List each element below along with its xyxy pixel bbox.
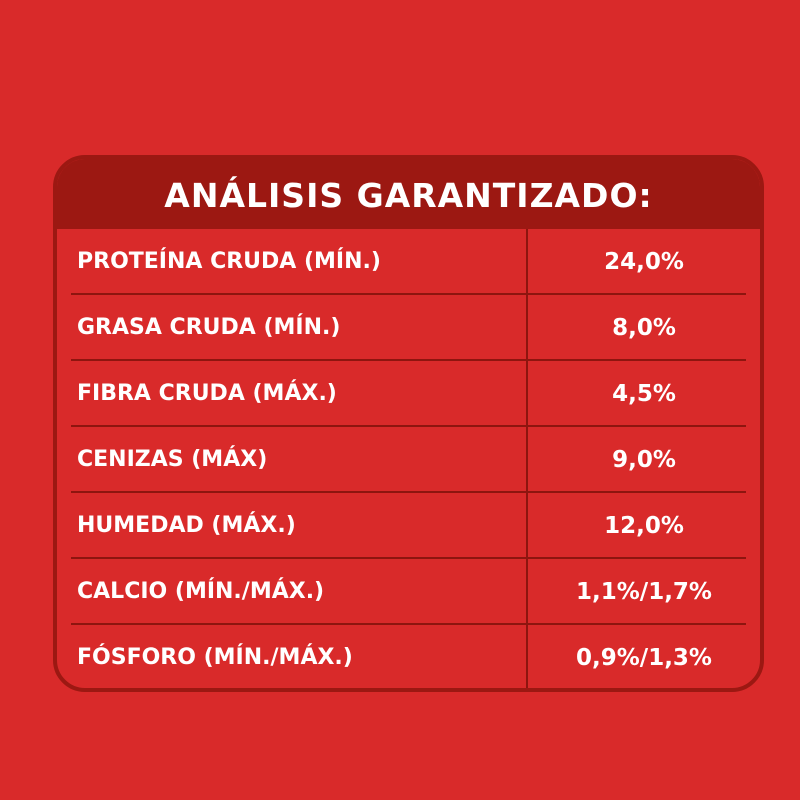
- nutrient-value: 9,0%: [612, 447, 676, 473]
- nutrient-label: PROTEÍNA CRUDA (MÍN.): [77, 249, 381, 274]
- nutrient-value: 0,9%/1,3%: [576, 645, 712, 671]
- column-divider: [526, 229, 528, 688]
- nutrient-label: FÓSFORO (MÍN./MÁX.): [77, 645, 353, 670]
- row-divider: [71, 425, 746, 427]
- nutrient-value: 12,0%: [604, 513, 684, 539]
- row-divider: [71, 293, 746, 295]
- table-row: FIBRA CRUDA (MÁX.) 4,5%: [57, 361, 760, 427]
- table-row: HUMEDAD (MÁX.) 12,0%: [57, 493, 760, 559]
- table-row: PROTEÍNA CRUDA (MÍN.) 24,0%: [57, 229, 760, 295]
- row-divider: [71, 557, 746, 559]
- nutrient-label: FIBRA CRUDA (MÁX.): [77, 381, 337, 406]
- nutrient-label: HUMEDAD (MÁX.): [77, 513, 296, 538]
- table-title: ANÁLISIS GARANTIZADO:: [164, 175, 653, 215]
- row-divider: [71, 491, 746, 493]
- table-row: GRASA CRUDA (MÍN.) 8,0%: [57, 295, 760, 361]
- table-row: CENIZAS (MÁX) 9,0%: [57, 427, 760, 493]
- table-row: CALCIO (MÍN./MÁX.) 1,1%/1,7%: [57, 559, 760, 625]
- nutrient-label: CALCIO (MÍN./MÁX.): [77, 579, 325, 604]
- table-body: PROTEÍNA CRUDA (MÍN.) 24,0% GRASA CRUDA …: [57, 229, 760, 688]
- table-row: FÓSFORO (MÍN./MÁX.) 0,9%/1,3%: [57, 625, 760, 688]
- table-header: ANÁLISIS GARANTIZADO:: [57, 159, 760, 229]
- nutrient-label: CENIZAS (MÁX): [77, 447, 268, 472]
- nutrient-value: 8,0%: [612, 315, 676, 341]
- nutrient-value: 24,0%: [604, 249, 684, 275]
- nutrient-value: 4,5%: [612, 381, 676, 407]
- row-divider: [71, 623, 746, 625]
- guaranteed-analysis-table: ANÁLISIS GARANTIZADO: PROTEÍNA CRUDA (MÍ…: [53, 155, 764, 692]
- nutrient-value: 1,1%/1,7%: [576, 579, 712, 605]
- row-divider: [71, 359, 746, 361]
- nutrient-label: GRASA CRUDA (MÍN.): [77, 315, 341, 340]
